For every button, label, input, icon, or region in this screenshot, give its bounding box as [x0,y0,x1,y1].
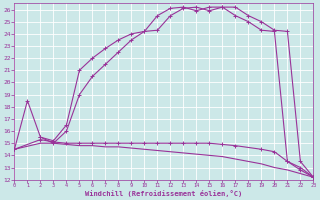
X-axis label: Windchill (Refroidissement éolien,°C): Windchill (Refroidissement éolien,°C) [85,190,243,197]
